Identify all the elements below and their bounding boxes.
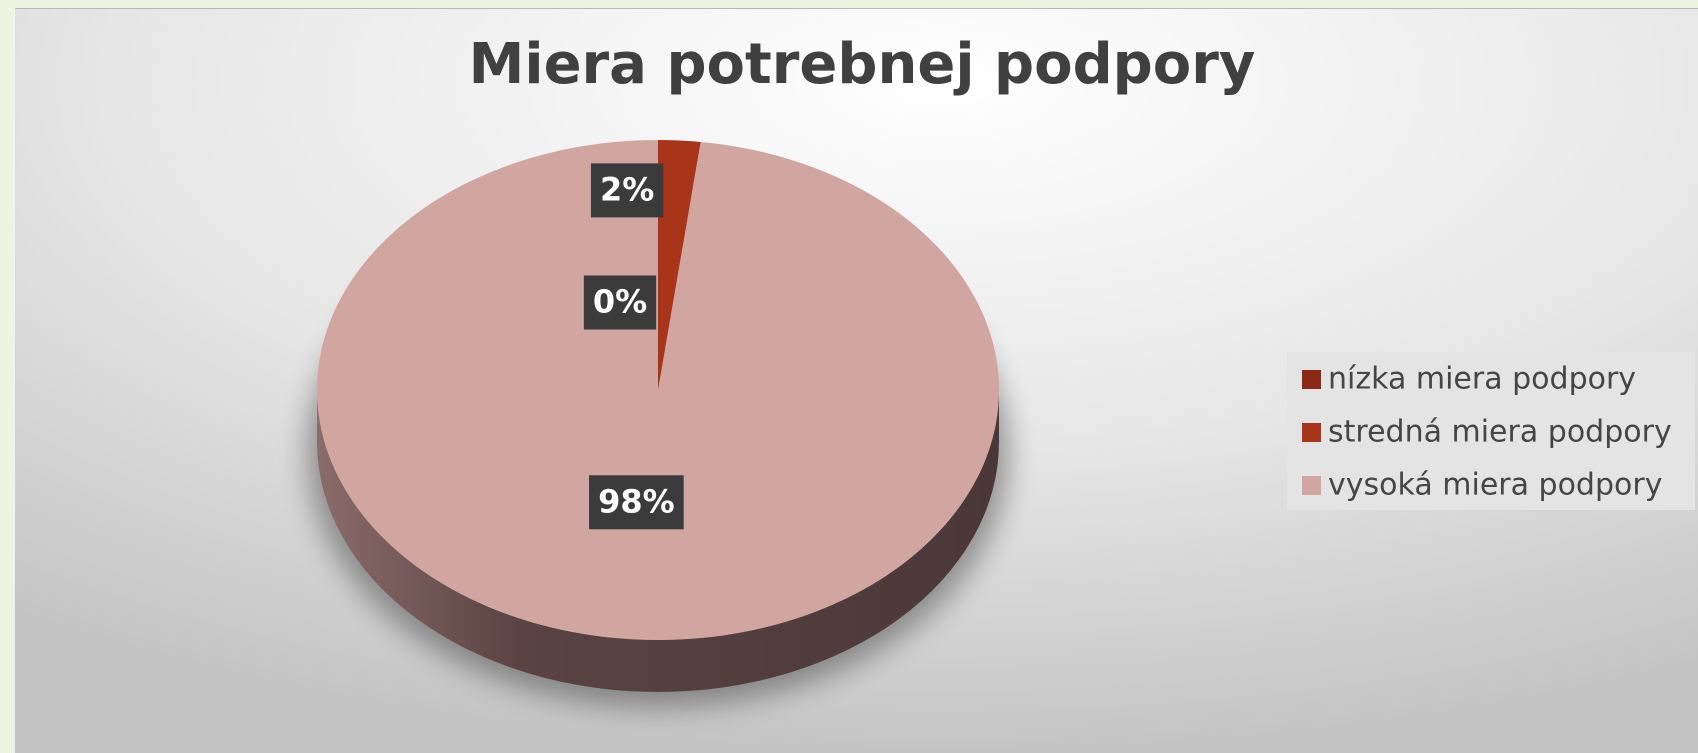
legend: nízka miera podpory stredná miera podpory… (1302, 362, 1672, 503)
legend-label: stredná miera podpory (1328, 415, 1672, 450)
data-label-text: 2% (600, 170, 654, 208)
pie-side (317, 390, 999, 692)
pie-slice (658, 140, 701, 390)
legend-box (1287, 352, 1695, 510)
legend-swatch (1302, 423, 1321, 442)
pie-slice (316, 140, 999, 640)
legend-swatch (1302, 476, 1321, 495)
pie: 0% 2% 98% (307, 140, 1009, 707)
data-label-box (590, 163, 664, 218)
data-label: 0% (583, 275, 657, 330)
data-label: 2% (590, 163, 664, 218)
data-label-text: 0% (593, 283, 647, 321)
data-label-box (589, 475, 684, 530)
data-label-box (583, 275, 657, 330)
data-label-text: 98% (598, 482, 675, 520)
legend-label: vysoká miera podpory (1328, 468, 1662, 503)
legend-swatch (1302, 370, 1321, 389)
legend-label: nízka miera podpory (1328, 362, 1636, 397)
chart-title: Miera potrebnej podpory (469, 32, 1256, 97)
data-label: 98% (589, 475, 684, 530)
